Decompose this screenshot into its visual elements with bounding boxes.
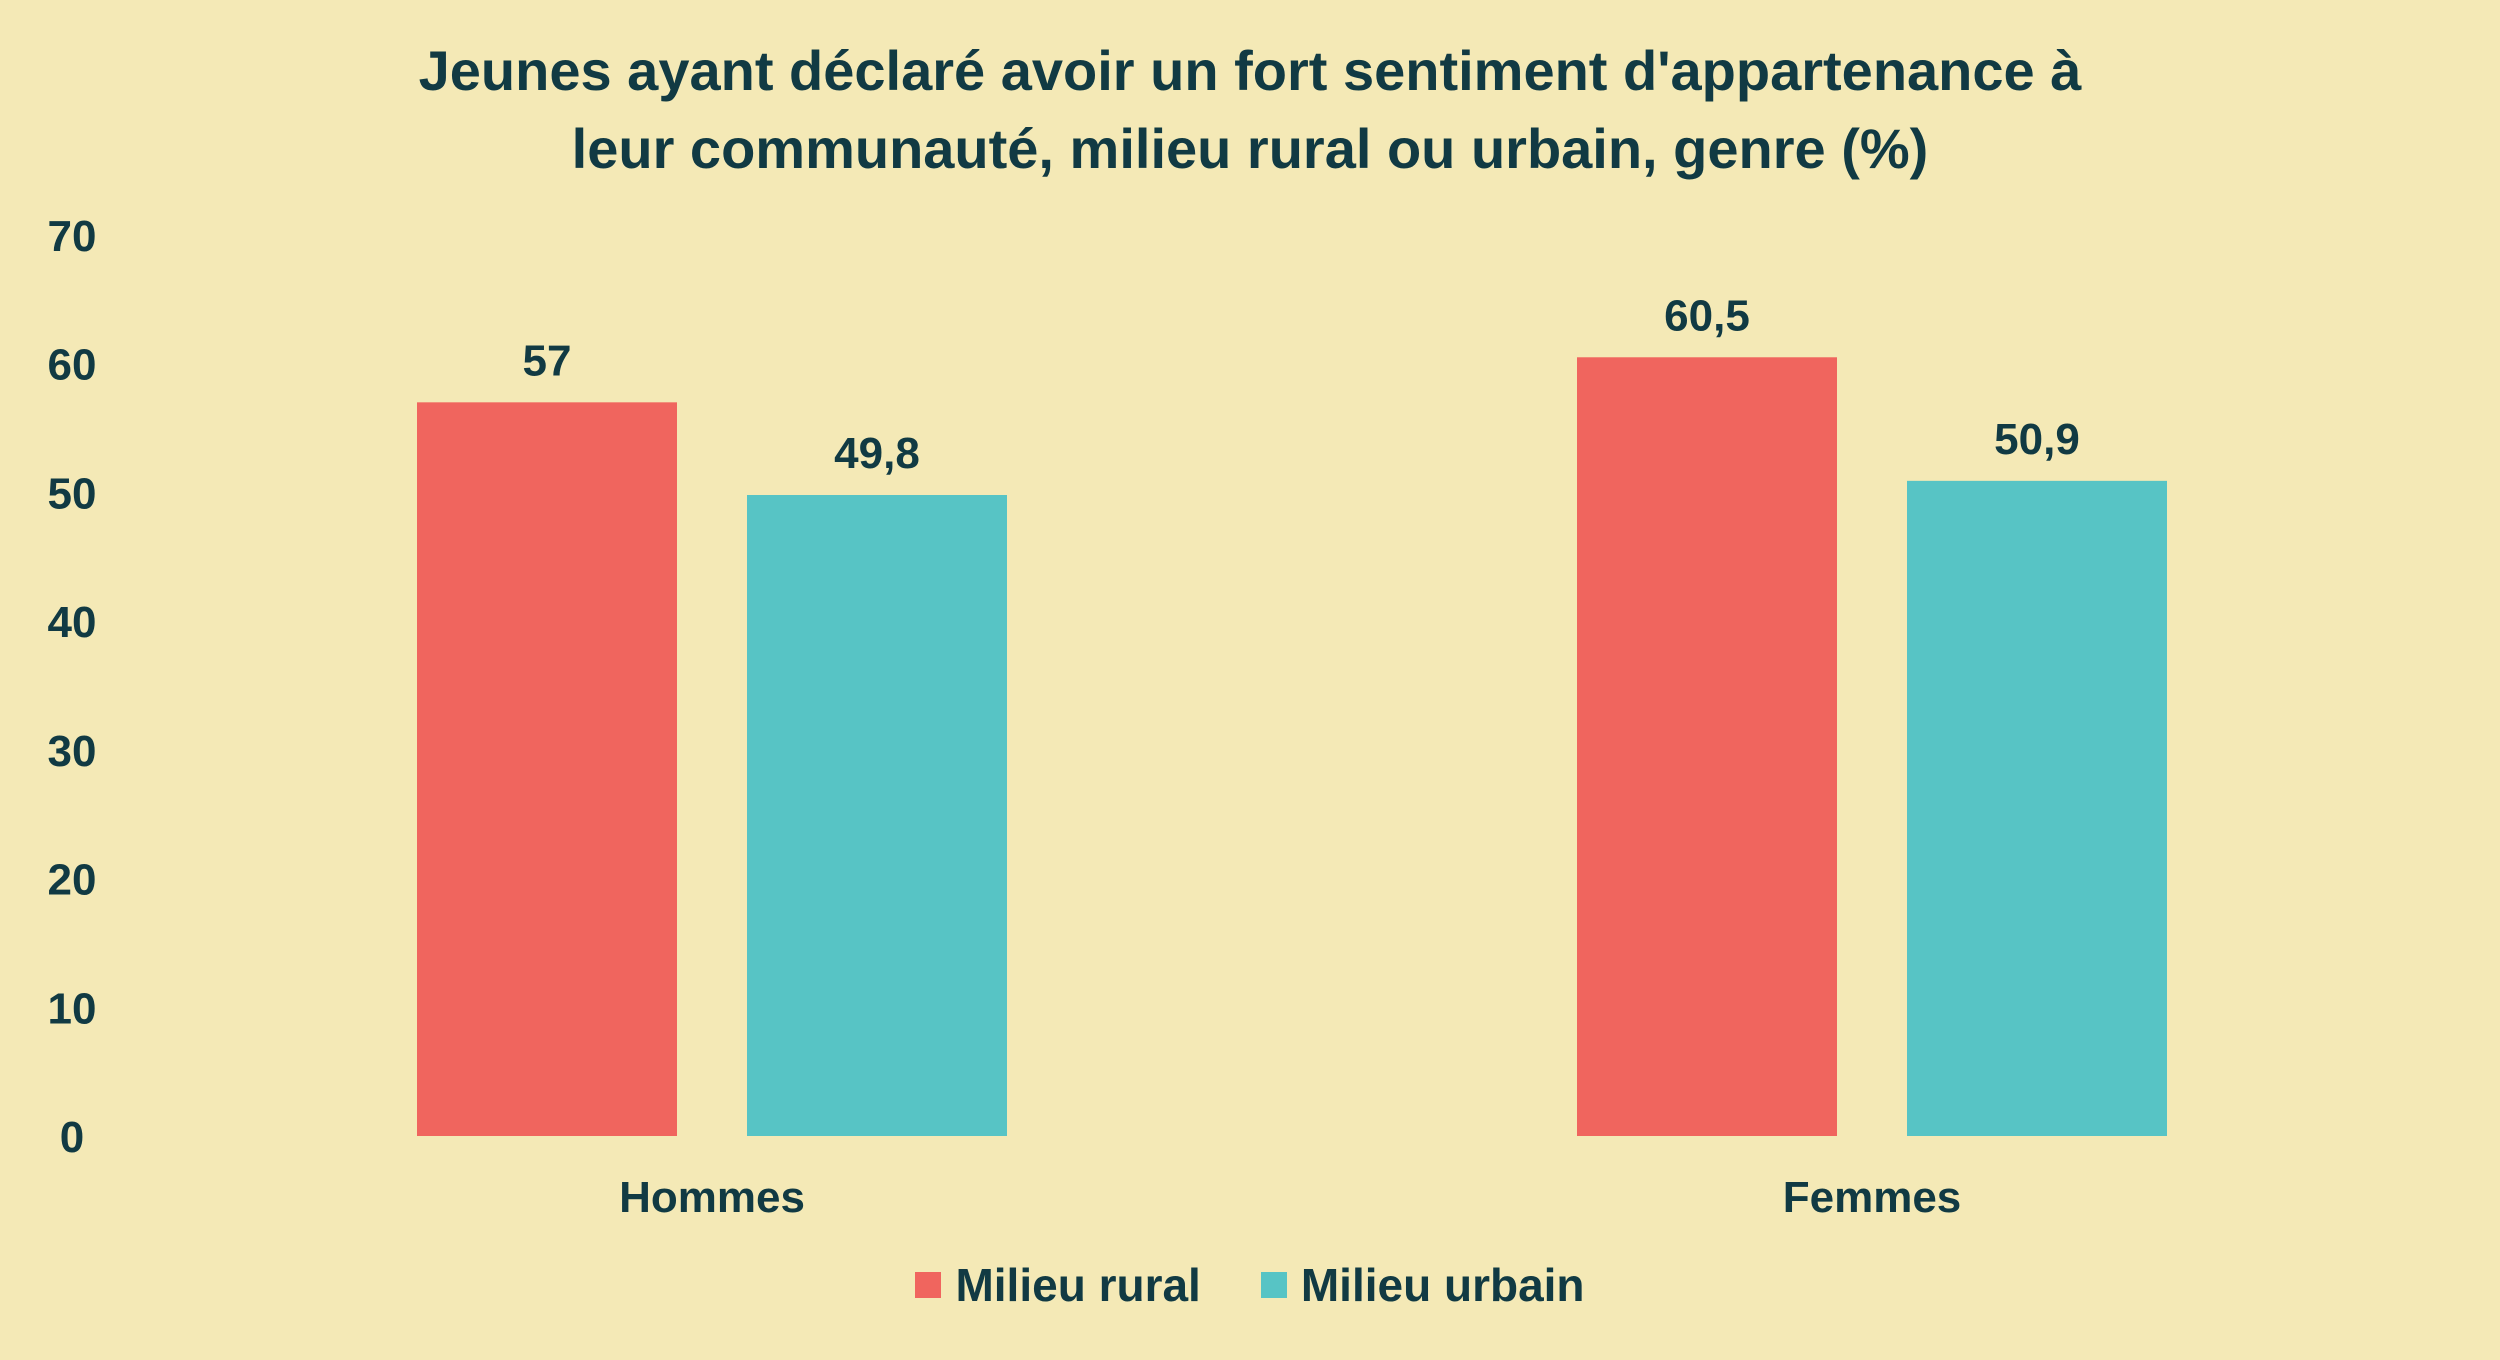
- y-tick-label: 50: [48, 469, 97, 518]
- legend-label-rural: Milieu rural: [955, 1259, 1201, 1311]
- bar-femmes-urbain: [1907, 480, 2167, 1136]
- bar-hommes-urbain: [747, 495, 1007, 1136]
- x-tick-label: Femmes: [1783, 1173, 1962, 1222]
- y-tick-label: 20: [48, 856, 97, 905]
- y-axis: 0 10 20 30 40 50 60 70: [48, 212, 97, 1162]
- legend-item-urbain: Milieu urbain: [1260, 1258, 1585, 1312]
- y-tick-label: 0: [60, 1113, 84, 1162]
- y-tick-label: 40: [48, 598, 97, 647]
- bars-group: [417, 357, 2167, 1136]
- bar-value-label: 49,8: [834, 429, 920, 478]
- bar-femmes-rural: [1577, 357, 1837, 1136]
- y-tick-label: 70: [48, 212, 97, 261]
- legend-swatch-rural: [915, 1272, 942, 1298]
- y-tick-label: 60: [48, 341, 97, 390]
- chart-title-line-1: Jeunes ayant déclaré avoir un fort senti…: [418, 39, 2082, 102]
- x-axis: Hommes Femmes: [619, 1173, 1961, 1222]
- bar-value-label: 60,5: [1664, 291, 1750, 340]
- bar-value-label: 57: [523, 336, 572, 385]
- legend-label-urbain: Milieu urbain: [1300, 1259, 1585, 1311]
- legend-swatch-urbain: [1260, 1272, 1287, 1298]
- bar-value-label: 50,9: [1994, 415, 2080, 464]
- chart-title-line-2: leur communauté, milieu rural ou urbain,…: [571, 117, 1929, 180]
- y-tick-label: 30: [48, 727, 97, 776]
- legend: Milieu rural Milieu urbain: [0, 1258, 2500, 1312]
- bar-hommes-rural: [417, 402, 677, 1136]
- legend-item-rural: Milieu rural: [915, 1258, 1201, 1312]
- data-labels-group: 57 49,8 60,5 50,9: [523, 291, 2080, 478]
- x-tick-label: Hommes: [619, 1173, 805, 1222]
- y-tick-label: 10: [48, 984, 97, 1033]
